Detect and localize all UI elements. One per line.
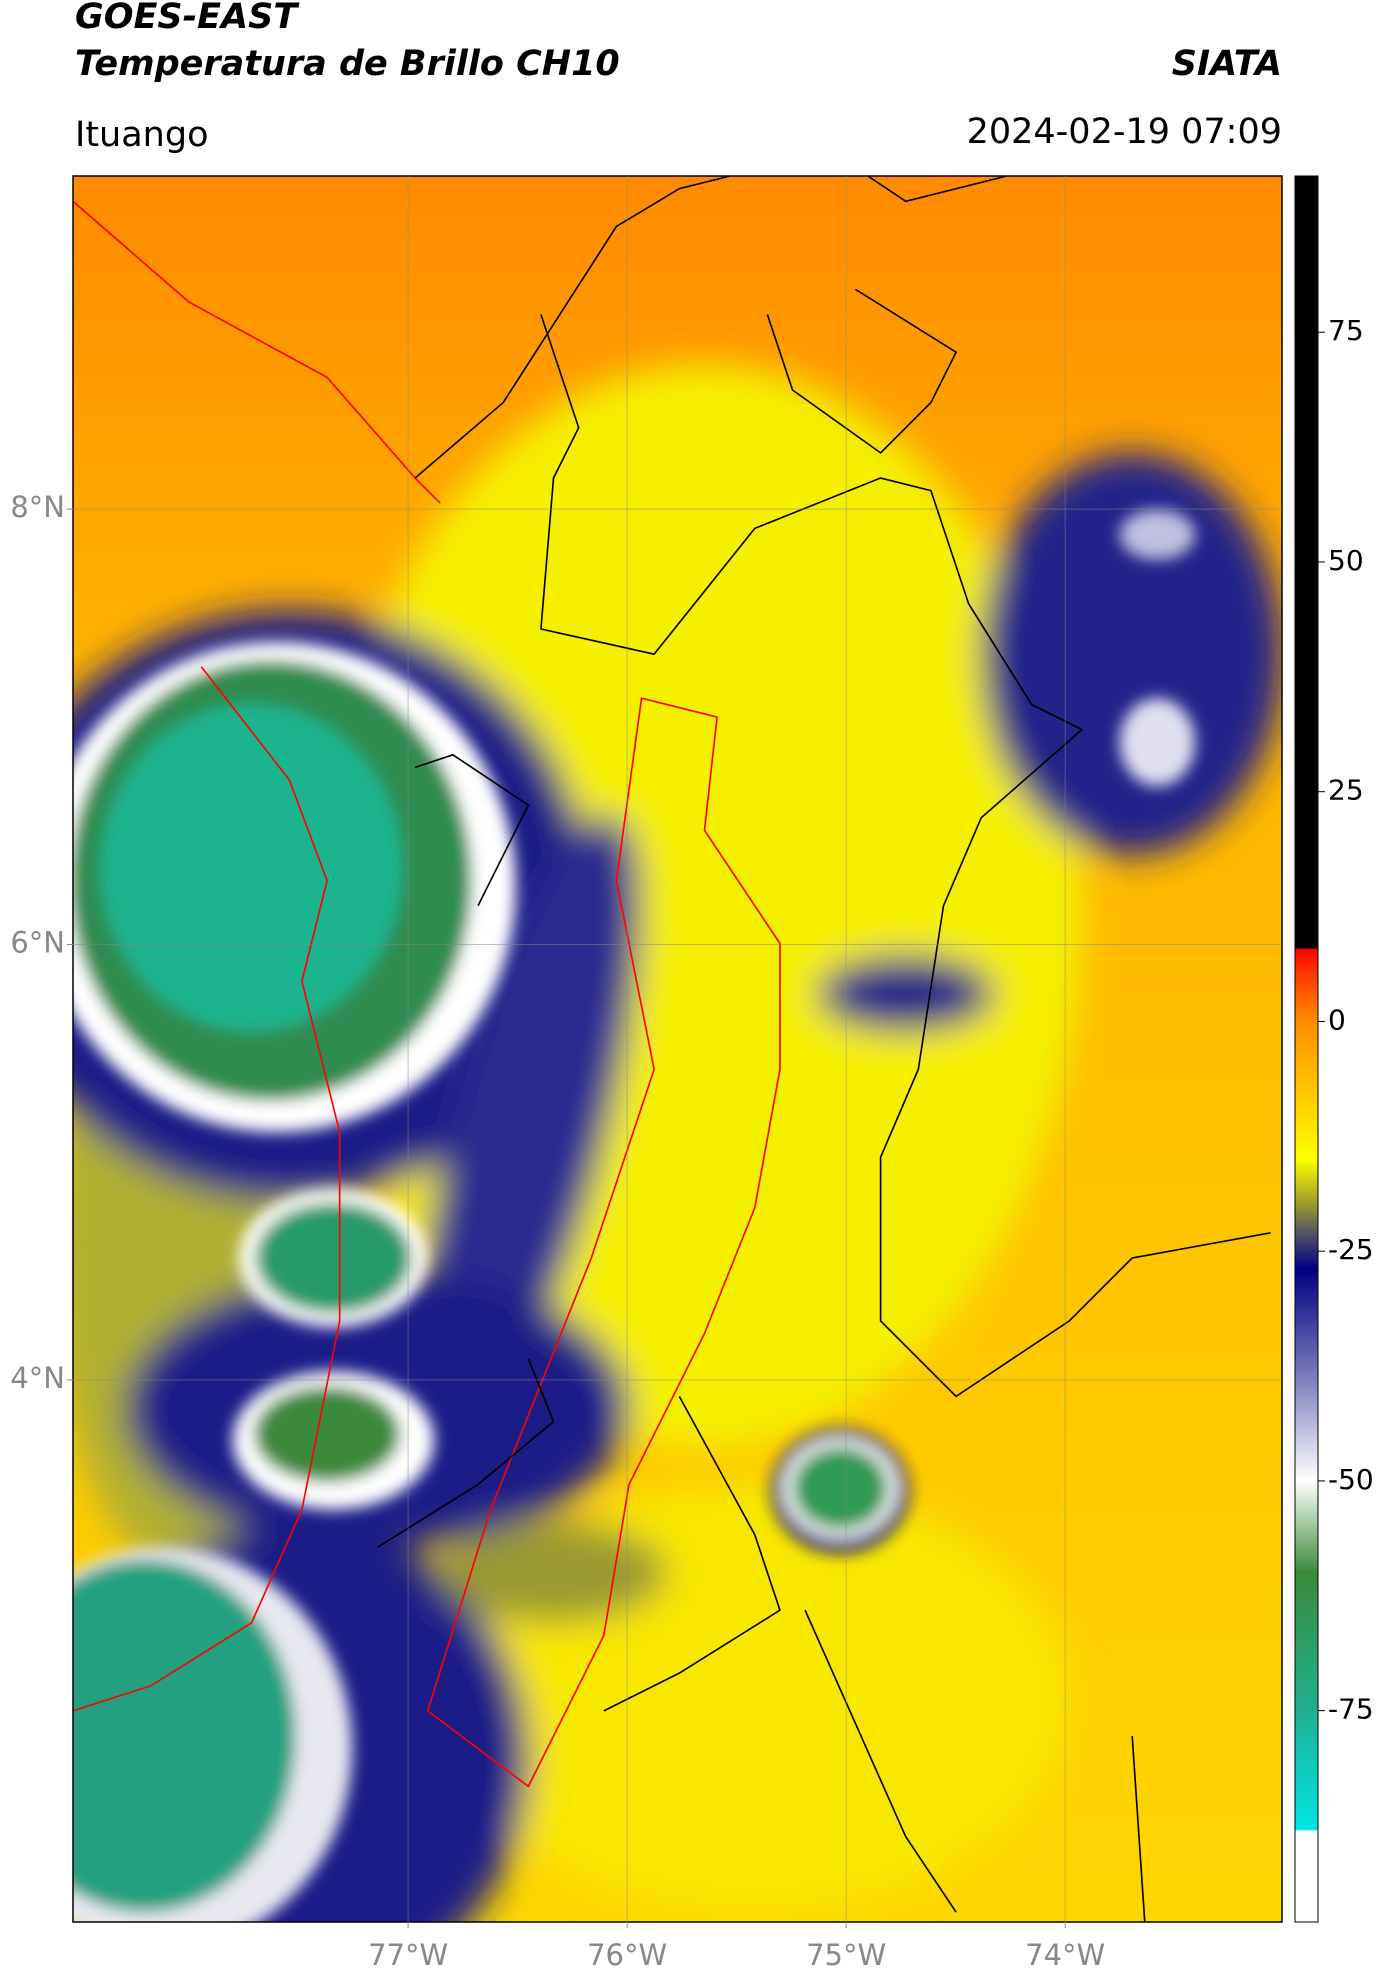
colorbar bbox=[1294, 175, 1319, 1923]
lon-label: 76°W bbox=[587, 1938, 667, 1972]
agency: SIATA bbox=[1172, 44, 1282, 84]
colorbar-label: 50 bbox=[1328, 544, 1364, 577]
map-frame bbox=[72, 175, 1283, 1923]
colorbar-label: -50 bbox=[1328, 1463, 1374, 1496]
datetime: 2024-02-19 07:09 bbox=[967, 112, 1282, 152]
colorbar-label: 25 bbox=[1328, 774, 1364, 807]
lon-label: 77°W bbox=[368, 1938, 448, 1972]
lat-label: 8°N bbox=[10, 490, 65, 524]
colorbar-label: -75 bbox=[1328, 1693, 1374, 1726]
lat-label: 6°N bbox=[10, 926, 65, 960]
colorbar-label: -25 bbox=[1328, 1233, 1374, 1266]
location: Ituango bbox=[75, 115, 209, 155]
colorbar-label: 75 bbox=[1328, 314, 1364, 347]
subtitle: Temperatura de Brillo CH10 bbox=[75, 44, 620, 84]
lat-label: 4°N bbox=[10, 1361, 65, 1395]
title: GOES-EAST bbox=[75, 0, 300, 37]
colorbar-label: 0 bbox=[1328, 1003, 1346, 1036]
lon-label: 74°W bbox=[1025, 1938, 1105, 1972]
satellite-image bbox=[72, 176, 1282, 1923]
lon-label: 75°W bbox=[806, 1938, 886, 1972]
